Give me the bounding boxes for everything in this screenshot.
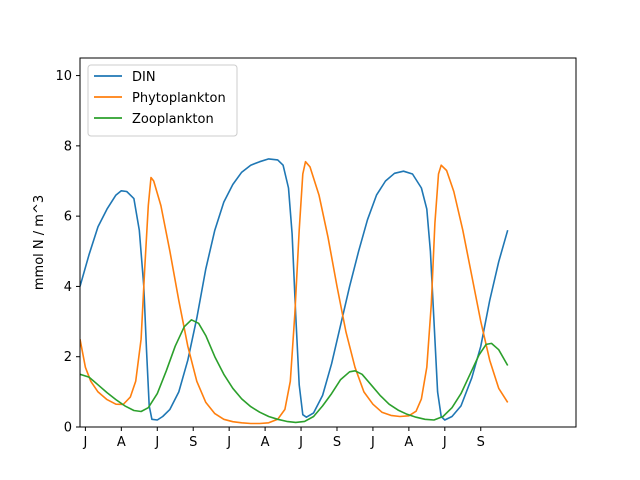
y-tick-label: 4 (64, 280, 72, 295)
series-line-phytoplankton (80, 160, 509, 425)
x-tick-label: J (298, 435, 303, 450)
series-layer (80, 158, 509, 425)
legend-label-din: DIN (132, 70, 156, 85)
series-line-zooplankton (80, 319, 509, 424)
y-tick-label: 10 (55, 69, 72, 84)
x-tick-label: J (370, 435, 375, 450)
legend-box (87, 64, 238, 137)
legend-label-phytoplankton: Phytoplankton (132, 91, 226, 106)
x-tick-label: S (333, 435, 341, 450)
plot-area-frame (79, 57, 577, 428)
x-tick-label: A (404, 435, 413, 450)
x-tick-label: J (82, 435, 87, 450)
series-line-din (80, 158, 509, 421)
y-tick-label: 2 (64, 350, 72, 365)
y-axis-label: mmol N / m^3 (32, 195, 47, 290)
y-tick-label: 8 (64, 139, 72, 154)
x-tick-label: S (189, 435, 197, 450)
y-tick-label: 0 (64, 421, 72, 436)
y-tick-label: 6 (64, 210, 72, 225)
x-tick-label: J (226, 435, 231, 450)
x-tick-label: A (261, 435, 270, 450)
x-tick-label: J (154, 435, 159, 450)
x-tick-label: S (477, 435, 485, 450)
x-tick-label: J (442, 435, 447, 450)
y-axis: 0 2 4 6 8 10 (55, 69, 80, 436)
x-tick-label: A (117, 435, 126, 450)
legend-label-zooplankton: Zooplankton (132, 112, 214, 127)
legend: DIN Phytoplankton Zooplankton (87, 64, 238, 137)
